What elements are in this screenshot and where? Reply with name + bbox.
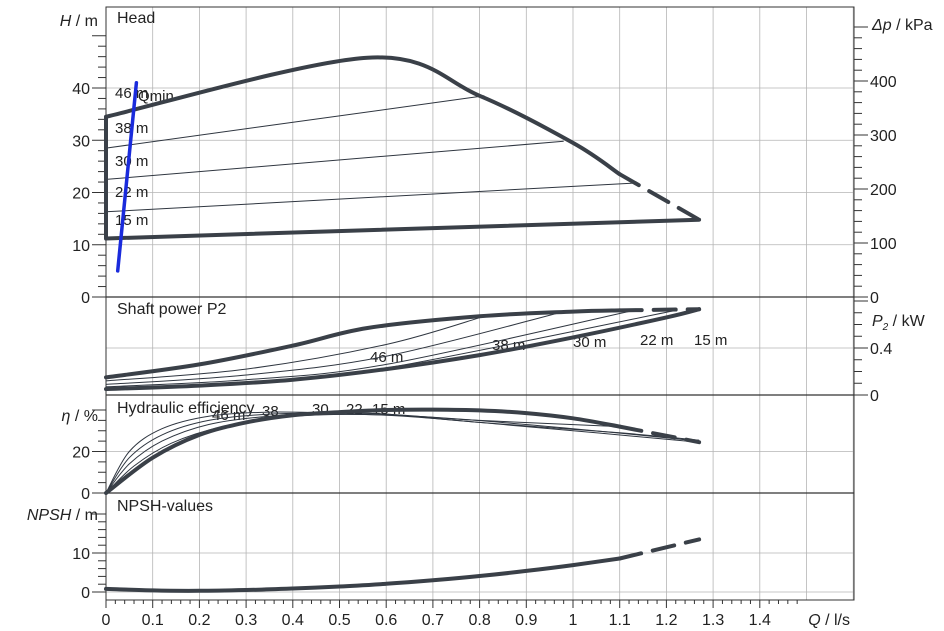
y-tick-label: 10 xyxy=(72,546,90,563)
power-axis-label: P2 / kW xyxy=(872,313,926,333)
y2-tick-label: 200 xyxy=(870,182,897,199)
x-tick-label: 0.2 xyxy=(188,612,210,629)
power-speed-line xyxy=(105,309,634,388)
npsh-curve xyxy=(104,556,622,593)
max-speed-curve xyxy=(104,55,622,177)
x-tick-label: 0.8 xyxy=(468,612,490,629)
x-tick-label: 1.4 xyxy=(749,612,771,629)
x-tick-label: 0.4 xyxy=(282,612,304,629)
x-tick-label: 1.2 xyxy=(655,612,677,629)
panel-title: Shaft power P2 xyxy=(117,301,227,318)
x-tick-label: 0.6 xyxy=(375,612,397,629)
max-power-curve xyxy=(104,308,622,380)
y-tick-label: 0 xyxy=(81,585,90,602)
y-tick-label: 30 xyxy=(72,133,90,150)
y2-tick-label: 300 xyxy=(870,128,897,145)
max-efficiency-curve-extension xyxy=(617,424,702,445)
y2-tick-label: 400 xyxy=(870,74,897,91)
curve-label: 15 m xyxy=(115,212,148,229)
panel-title: Hydraulic efficiency xyxy=(117,400,255,417)
npsh-axis-label: NPSH / m xyxy=(27,507,98,524)
x-axis-label: Q / l/s xyxy=(808,612,850,629)
x-tick-label: 1.3 xyxy=(702,612,724,629)
qmin-line xyxy=(115,81,139,273)
speed-line xyxy=(105,182,634,213)
x-tick-label: 1 xyxy=(569,612,578,629)
curve-label: 46 m xyxy=(370,349,403,366)
y-tick-label: 20 xyxy=(72,186,90,203)
curve-label: 22 m xyxy=(640,332,673,349)
x-tick-label: 0.1 xyxy=(142,612,164,629)
power-speed-line xyxy=(105,311,564,385)
speed-line xyxy=(105,140,564,180)
x-tick-label: 0.7 xyxy=(422,612,444,629)
max-speed-curve-extension xyxy=(617,172,702,222)
power-speed-line xyxy=(105,315,485,382)
y-tick-label: 20 xyxy=(72,445,90,462)
y2-tick-label: 100 xyxy=(870,236,897,253)
speed-line xyxy=(105,95,485,149)
efficiency-axis-label: η / % xyxy=(62,408,98,425)
npsh-panel: 0 10 NPSH / m NPSH-values xyxy=(27,498,213,602)
x-tick-label: 0.5 xyxy=(328,612,350,629)
max-power-curve-extension xyxy=(617,307,702,313)
panel-title: Head xyxy=(117,10,155,27)
npsh-curve-extension xyxy=(617,537,702,561)
y-tick-label: 10 xyxy=(72,238,90,255)
y2-tick-label: 0 xyxy=(870,388,879,405)
y2-tick-label: 0 xyxy=(870,290,879,307)
curve-label: 15 m xyxy=(694,332,727,349)
curve-label: 22 m xyxy=(115,184,148,201)
y2-axis-label: Δp / kPa xyxy=(871,17,933,34)
y2-tick-label: 0.4 xyxy=(870,341,892,358)
panel-title: NPSH-values xyxy=(117,498,213,515)
x-tick-label: 0.3 xyxy=(235,612,257,629)
y-tick-label: 0 xyxy=(81,486,90,503)
x-tick-label: 0 xyxy=(102,612,111,629)
curve-label: 30 m xyxy=(573,334,606,351)
efficiency-speed-line xyxy=(105,411,620,494)
x-tick-label: 1.1 xyxy=(609,612,631,629)
y-axis-label: H / m xyxy=(60,13,98,30)
min-speed-curve xyxy=(104,217,702,241)
x-axis: 0 0.1 0.2 0.3 0.4 0.5 0.6 0.7 0.8 0.9 1 1.1 1.2 1.3 1.… xyxy=(102,600,850,629)
curve-label: 30 m xyxy=(115,153,148,170)
x-tick-label: 0.9 xyxy=(515,612,537,629)
y-tick-label: 40 xyxy=(72,81,90,98)
y-tick-label: 0 xyxy=(81,290,90,307)
max-efficiency-curve xyxy=(104,407,622,495)
curve-label: 46 m xyxy=(115,85,148,102)
min-power-curve xyxy=(104,307,702,392)
